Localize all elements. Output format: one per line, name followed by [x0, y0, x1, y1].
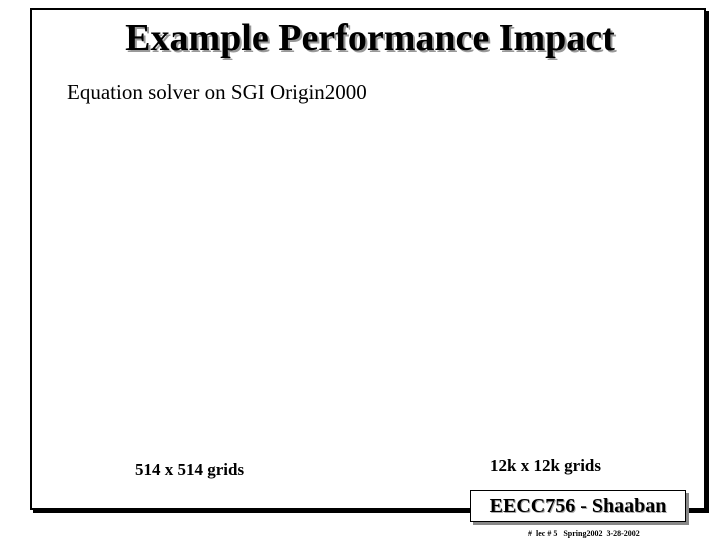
footer-note: # lec # 5 Spring2002 3-28-2002	[528, 529, 640, 538]
footer-badge: EECC756 - Shaaban	[470, 490, 686, 522]
slide-frame	[30, 8, 706, 510]
grid-label: 12k x 12k grids	[490, 456, 601, 475]
grid-label: 514 x 514 grids	[135, 460, 245, 479]
slide-title: Example Performance Impact	[125, 17, 615, 59]
slide-subtitle: Equation solver on SGI Origin2000	[67, 80, 367, 104]
